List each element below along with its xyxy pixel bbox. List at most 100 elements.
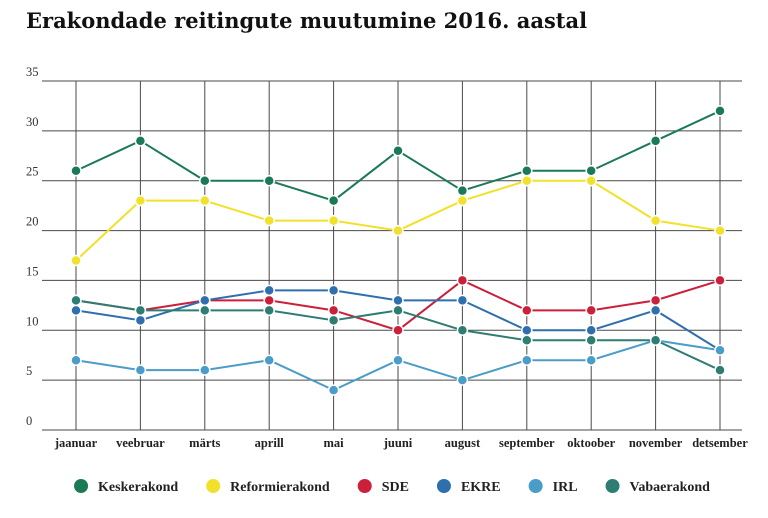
data-point bbox=[585, 304, 597, 317]
legend-swatch bbox=[436, 479, 451, 493]
x-tick-label: detsember bbox=[692, 436, 748, 450]
x-tick-label: märts bbox=[189, 436, 220, 450]
x-tick-label: veebruar bbox=[116, 436, 165, 450]
data-point bbox=[649, 304, 662, 317]
data-point bbox=[199, 194, 211, 207]
data-point bbox=[263, 304, 275, 317]
data-point bbox=[70, 304, 82, 317]
series-reformierakond bbox=[70, 174, 726, 267]
legend-item: Keskerakond bbox=[74, 479, 178, 495]
legend-label: IRL bbox=[553, 480, 578, 495]
data-point bbox=[456, 274, 469, 287]
data-point bbox=[714, 224, 726, 237]
legend-swatch bbox=[357, 479, 372, 493]
data-point bbox=[134, 304, 147, 317]
data-point bbox=[521, 174, 533, 187]
legend-item: SDE bbox=[357, 479, 409, 495]
legend-label: EKRE bbox=[461, 480, 501, 495]
y-tick-label: 15 bbox=[26, 264, 39, 278]
data-point bbox=[199, 174, 211, 187]
data-point bbox=[456, 324, 469, 337]
data-point bbox=[456, 194, 469, 207]
series-vabaerakond bbox=[70, 294, 726, 376]
data-point bbox=[649, 214, 662, 227]
data-point bbox=[263, 284, 275, 297]
x-tick-label: aprill bbox=[255, 436, 285, 450]
x-tick-label: oktoober bbox=[567, 436, 615, 450]
data-point bbox=[199, 304, 211, 317]
data-point bbox=[521, 304, 533, 317]
data-point bbox=[649, 334, 662, 347]
data-point bbox=[521, 354, 533, 366]
data-point bbox=[70, 164, 82, 177]
data-point bbox=[649, 135, 662, 147]
data-point bbox=[585, 324, 597, 337]
data-point bbox=[649, 294, 662, 307]
data-point bbox=[70, 354, 82, 366]
data-point bbox=[392, 354, 404, 366]
data-point bbox=[134, 135, 147, 147]
data-point bbox=[714, 105, 726, 117]
data-point bbox=[134, 194, 147, 207]
series-ekre bbox=[70, 284, 726, 356]
x-tick-label: juuni bbox=[383, 436, 413, 450]
data-point bbox=[70, 294, 82, 307]
legend-label: Reformierakond bbox=[230, 480, 330, 495]
x-tick-label: mai bbox=[324, 436, 345, 450]
data-point bbox=[327, 214, 340, 227]
x-axis: jaanuar veebruar märts aprill mai juuni august… bbox=[54, 436, 748, 450]
x-tick-label: august bbox=[445, 436, 481, 450]
legend-swatch bbox=[528, 479, 543, 493]
y-tick-label: 10 bbox=[26, 314, 39, 328]
chart-title: Erakondade reitingute muutumine 2016. aa… bbox=[26, 8, 588, 33]
x-tick-label: september bbox=[499, 436, 555, 450]
data-point bbox=[521, 164, 533, 177]
data-point bbox=[263, 174, 275, 187]
data-point bbox=[392, 304, 404, 317]
data-point bbox=[327, 194, 340, 207]
data-point bbox=[263, 214, 275, 227]
data-point bbox=[521, 334, 533, 347]
data-point bbox=[134, 364, 147, 376]
y-tick-label: 0 bbox=[26, 414, 32, 428]
data-point bbox=[134, 314, 147, 327]
data-point bbox=[456, 184, 469, 197]
x-tick-label: november bbox=[629, 436, 683, 450]
legend: Keskerakond Reformierakond SDE EKRE IRL Vabae… bbox=[74, 479, 710, 495]
data-point bbox=[199, 364, 211, 376]
data-point bbox=[70, 254, 82, 267]
series-layer bbox=[70, 105, 726, 396]
y-tick-label: 5 bbox=[26, 364, 32, 378]
data-point bbox=[714, 344, 726, 356]
legend-item: Reformierakond bbox=[206, 479, 330, 495]
data-point bbox=[521, 324, 533, 337]
data-point bbox=[585, 334, 597, 347]
data-point bbox=[392, 145, 404, 157]
legend-item: Vabaerakond bbox=[605, 479, 711, 495]
legend-item: EKRE bbox=[436, 479, 501, 495]
y-tick-label: 25 bbox=[26, 165, 39, 179]
data-point bbox=[456, 294, 469, 307]
y-tick-label: 20 bbox=[26, 215, 39, 229]
legend-item: IRL bbox=[528, 479, 578, 495]
legend-swatch bbox=[605, 479, 620, 493]
data-point bbox=[263, 294, 275, 307]
legend-swatch bbox=[74, 479, 89, 493]
data-point bbox=[714, 274, 726, 287]
data-point bbox=[585, 164, 597, 177]
x-tick-label: jaanuar bbox=[54, 436, 98, 450]
data-point bbox=[392, 224, 404, 237]
legend-label: Vabaerakond bbox=[630, 480, 711, 495]
data-point bbox=[327, 304, 340, 317]
y-axis: 0 5 10 15 20 25 30 35 bbox=[26, 65, 39, 428]
data-point bbox=[327, 314, 340, 327]
data-point bbox=[714, 364, 726, 376]
data-point bbox=[585, 174, 597, 187]
data-point bbox=[392, 294, 404, 307]
data-point bbox=[327, 384, 340, 396]
grid bbox=[42, 80, 742, 431]
y-tick-label: 30 bbox=[26, 115, 39, 129]
data-point bbox=[392, 324, 404, 337]
legend-swatch bbox=[206, 479, 221, 493]
